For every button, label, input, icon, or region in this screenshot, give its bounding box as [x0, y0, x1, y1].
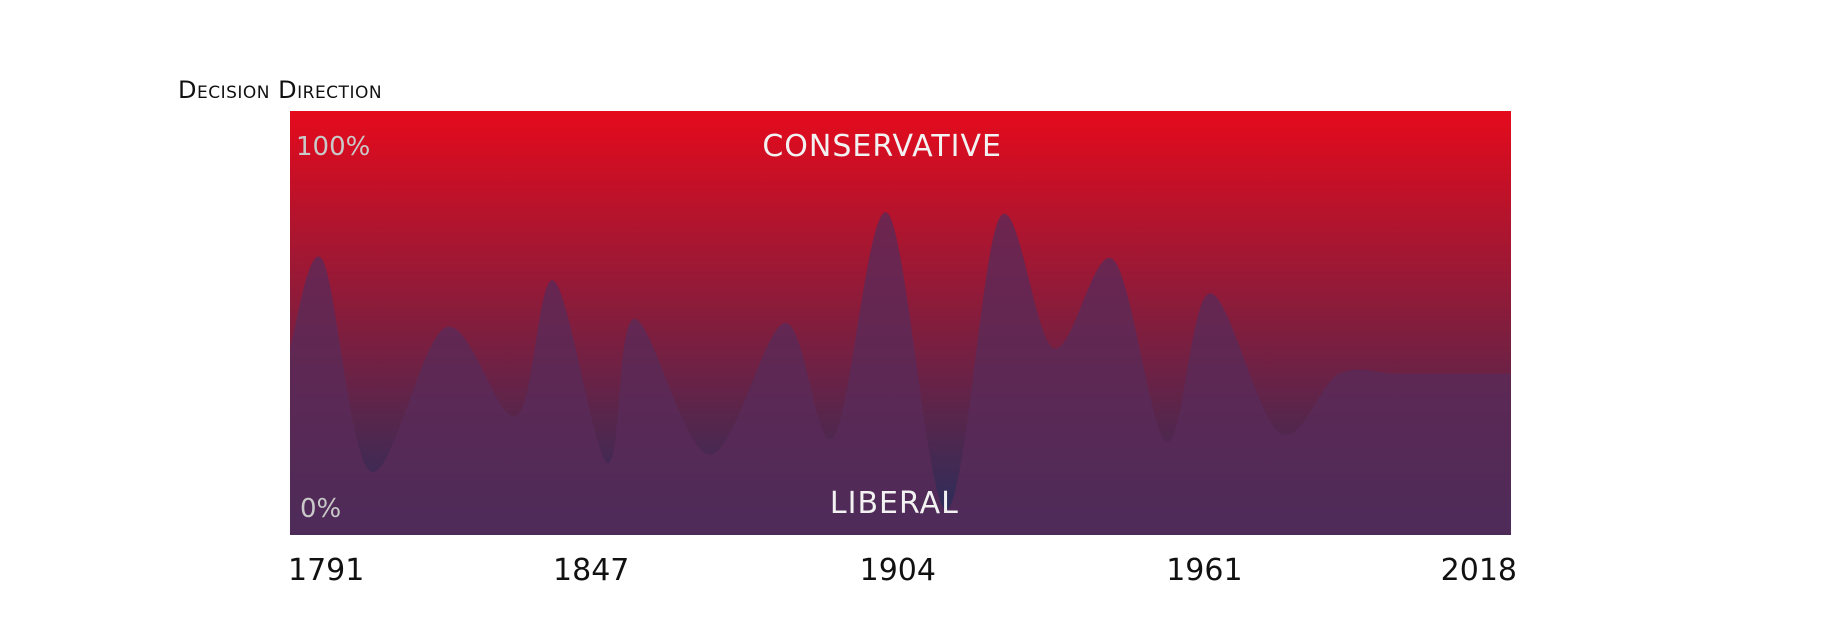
x-tick-1904: 1904	[860, 553, 936, 588]
area-series	[290, 212, 1511, 535]
x-tick-1791: 1791	[288, 553, 364, 588]
x-tick-1961: 1961	[1166, 553, 1242, 588]
liberal-label: LIBERAL	[830, 486, 959, 521]
x-tick-2018: 2018	[1441, 553, 1517, 588]
x-tick-1847: 1847	[553, 553, 629, 588]
chart-title: Decision Direction	[178, 76, 383, 104]
conservative-label: CONSERVATIVE	[762, 129, 1002, 164]
y-tick-100: 100%	[296, 132, 370, 162]
y-tick-0: 0%	[300, 494, 341, 524]
x-axis-ticks: 1791 1847 1904 1961 2018	[288, 553, 1517, 588]
